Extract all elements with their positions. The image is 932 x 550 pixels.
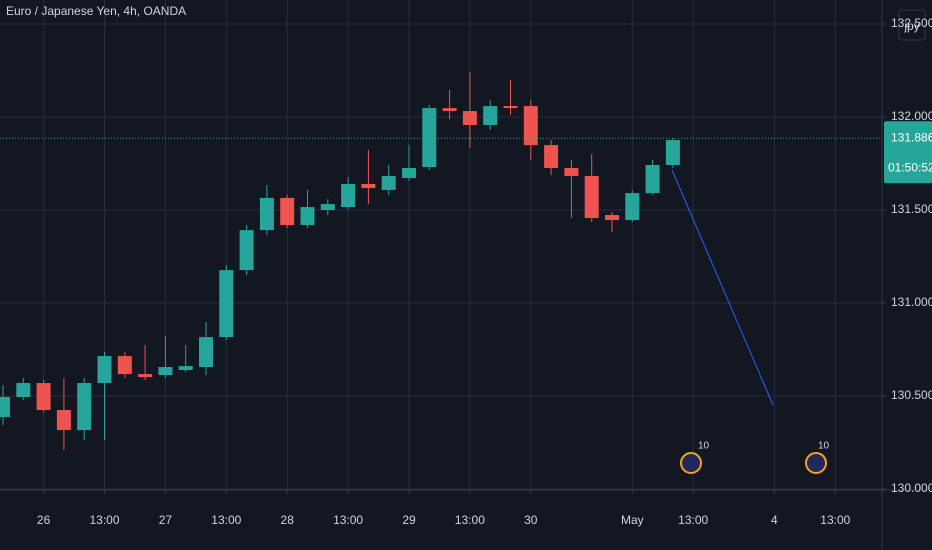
candle-body (0, 396, 10, 418)
candle-body (259, 197, 274, 231)
candle-body (381, 175, 396, 190)
event-count: 10 (818, 441, 830, 452)
last-price-label: 131.886 (891, 130, 932, 144)
x-tick-label: 29 (402, 513, 416, 527)
y-tick-label: 130.000 (891, 481, 932, 495)
y-tick-label: 132.000 (891, 109, 932, 123)
y-tick-label: 132.500 (891, 16, 932, 30)
candle-body (239, 230, 254, 271)
x-tick-label: 13:00 (89, 513, 119, 527)
candle-body (625, 193, 640, 221)
candle-body (138, 374, 153, 378)
candle-body (503, 106, 518, 109)
candle-body (178, 366, 193, 371)
currency-box (898, 9, 926, 41)
x-tick-label: 26 (37, 513, 51, 527)
candle-body (605, 215, 619, 221)
last-price-box (884, 121, 932, 184)
event-circle (680, 452, 702, 474)
candle-body (361, 183, 376, 189)
trend-arrow (671, 169, 774, 406)
candle-body (36, 383, 51, 411)
candle-body (300, 207, 315, 226)
x-tick-label: 13:00 (455, 513, 485, 527)
x-tick-label: 4 (771, 513, 778, 527)
x-tick-label: 30 (524, 513, 538, 527)
currency-label: jpy (903, 19, 919, 33)
x-tick-label: 28 (281, 513, 295, 527)
candle-body (199, 337, 213, 368)
candle-body (97, 356, 112, 384)
candle-body (462, 111, 477, 126)
y-tick-label: 130.500 (891, 388, 932, 402)
event-count: 10 (698, 441, 710, 452)
x-tick-label: 27 (159, 513, 173, 527)
candle-body (402, 167, 416, 179)
x-tick-label: 13:00 (820, 513, 850, 527)
x-tick-label: May (621, 513, 644, 527)
candle-body (158, 367, 173, 376)
event-icon: 10 (805, 441, 830, 474)
candle-body (523, 106, 538, 146)
grid (0, 0, 882, 490)
countdown-label: 01:50:52 (888, 160, 932, 174)
y-tick-label: 131.500 (891, 202, 932, 216)
event-icon: 10 (680, 441, 710, 474)
x-tick-label: 13:00 (211, 513, 241, 527)
candle-body (665, 140, 680, 166)
x-tick-label: 13:00 (333, 513, 363, 527)
x-tick-label: 13:00 (678, 513, 708, 527)
candle-body (219, 270, 234, 338)
candle-body (483, 106, 498, 126)
candle-body (341, 183, 356, 208)
candle-body (564, 167, 579, 176)
candle-body (320, 204, 335, 211)
candle-body (645, 165, 660, 194)
candle-body (56, 410, 71, 431)
candle-body (544, 145, 559, 168)
chart-title: Euro / Japanese Yen, 4h, OANDA (6, 4, 186, 18)
candle-body (77, 383, 92, 431)
candle-body (280, 197, 295, 226)
candle-body (16, 383, 31, 397)
y-tick-label: 131.000 (891, 295, 932, 309)
candle-body (584, 175, 599, 219)
event-circle (805, 452, 827, 474)
candle-body (117, 356, 132, 375)
candle-body (442, 108, 457, 112)
marks (0, 71, 882, 451)
candle-body (422, 108, 437, 168)
